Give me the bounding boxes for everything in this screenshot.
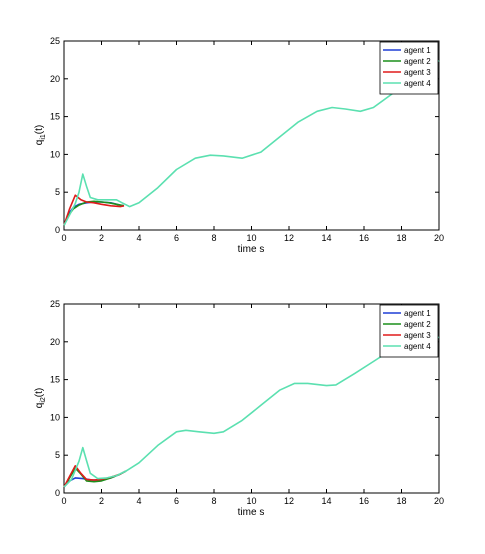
x-tick-label: 20 <box>434 496 444 506</box>
legend-entry-label: agent 2 <box>404 57 431 66</box>
x-tick-label: 20 <box>434 233 444 243</box>
y-tick-label: 10 <box>50 412 60 422</box>
x-tick-label: 0 <box>61 233 66 243</box>
x-tick-label: 18 <box>396 496 406 506</box>
series-lines-2 <box>63 336 440 488</box>
x-axis-label-1: time s <box>238 244 265 255</box>
y-tick-label: 20 <box>50 337 60 347</box>
x-tick-label: 0 <box>61 496 66 506</box>
y-axis-label-1-suffix: (t) <box>34 125 45 134</box>
legend-1: agent 1 agent 2 agent 3 agent 4 <box>379 41 439 95</box>
x-tick-label: 14 <box>321 496 331 506</box>
legend-entry-label: agent 4 <box>404 79 431 88</box>
y-tick-label: 0 <box>55 225 60 235</box>
x-tick-label: 14 <box>321 233 331 243</box>
y-axis-label-1-sub: i1 <box>40 134 47 140</box>
y-tick-label: 15 <box>50 112 60 122</box>
x-tick-label: 8 <box>211 233 216 243</box>
x-tick-label: 16 <box>359 233 369 243</box>
x-tick-label: 2 <box>99 496 104 506</box>
y-axis-label-2: qi2(t) <box>34 388 47 408</box>
y-tick-label: 20 <box>50 74 60 84</box>
y-axis-label-1: qi1(t) <box>34 125 47 145</box>
y-axis-label-2-suffix: (t) <box>34 388 45 397</box>
subplot-2: 0 2 4 6 8 10 12 14 16 18 20 0 5 10 15 20 25 time s qi2(… <box>34 299 444 518</box>
x-tick-label: 6 <box>174 233 179 243</box>
x-ticks-1: 0 2 4 6 8 10 12 14 16 18 20 <box>61 41 444 243</box>
x-tick-label: 4 <box>136 496 141 506</box>
series-line-agent-3 <box>63 194 125 226</box>
series-lines-1 <box>63 59 440 226</box>
x-axis-label-2: time s <box>238 507 265 518</box>
series-line-agent-4 <box>63 59 440 226</box>
legend-entry-label: agent 3 <box>404 68 431 77</box>
x-tick-label: 16 <box>359 496 369 506</box>
legend-2: agent 1 agent 2 agent 3 agent 4 <box>379 304 439 358</box>
legend-entry-label: agent 4 <box>404 342 431 351</box>
legend-entry-label: agent 1 <box>404 46 431 55</box>
plot-area-1 <box>63 40 440 231</box>
legend-entry-label: agent 1 <box>404 309 431 318</box>
x-tick-label: 12 <box>284 233 294 243</box>
y-tick-label: 25 <box>50 299 60 309</box>
x-tick-label: 6 <box>174 496 179 506</box>
legend-entry-label: agent 2 <box>404 320 431 329</box>
x-tick-label: 10 <box>246 233 256 243</box>
y-tick-label: 25 <box>50 36 60 46</box>
x-tick-label: 8 <box>211 496 216 506</box>
y-tick-label: 0 <box>55 488 60 498</box>
x-tick-label: 18 <box>396 233 406 243</box>
y-tick-label: 10 <box>50 149 60 159</box>
legend-entry-label: agent 3 <box>404 331 431 340</box>
y-ticks-2: 0 5 10 15 20 25 <box>50 299 439 498</box>
y-tick-label: 5 <box>55 187 60 197</box>
x-tick-label: 10 <box>246 496 256 506</box>
y-axis-label-2-sub: i2 <box>40 397 47 403</box>
series-line-agent-4 <box>63 336 440 488</box>
y-tick-label: 15 <box>50 375 60 385</box>
plot-area-2 <box>63 303 440 494</box>
x-tick-label: 4 <box>136 233 141 243</box>
x-tick-label: 2 <box>99 233 104 243</box>
subplot-1: 0 2 4 6 8 10 12 14 16 18 20 0 5 10 15 20 25 time s qi1(… <box>34 36 444 255</box>
y-tick-label: 5 <box>55 450 60 460</box>
y-axis-label-2-main: q <box>34 403 45 409</box>
y-axis-label-1-main: q <box>34 140 45 146</box>
x-tick-label: 12 <box>284 496 294 506</box>
